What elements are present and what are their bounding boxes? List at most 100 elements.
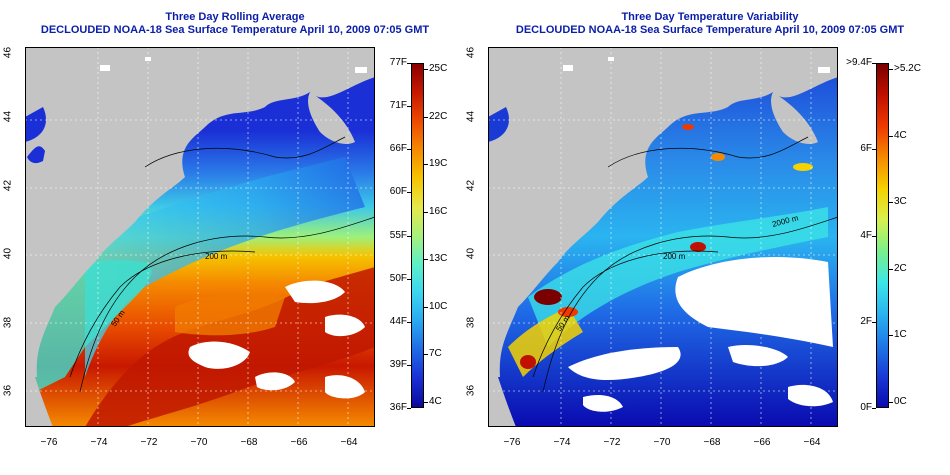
lat-tick: 36: [465, 384, 477, 397]
colorbar-f-label: 60F: [389, 186, 407, 198]
lon-tick: −72: [603, 437, 621, 448]
colorbar-f-label: >9.4F: [846, 57, 872, 68]
colorbar-f-label: 71F: [389, 100, 407, 112]
colorbar-c-label: 25C: [429, 63, 448, 74]
colorbar-tick: [424, 116, 428, 118]
lon-tick: −66: [753, 437, 771, 448]
colorbar-c-label: 22C: [429, 110, 448, 122]
sst-average-map[interactable]: 200 m 50 m: [25, 47, 375, 427]
contour-label-200m: 200 m: [205, 252, 228, 261]
colorbar-tick: [889, 202, 893, 204]
colorbar-tick: [407, 63, 411, 64]
colorbar-f-label: 6F: [860, 143, 872, 155]
colorbar-tick: [872, 321, 876, 323]
sst-average-map-svg: 200 m 50 m: [25, 47, 375, 427]
colorbar-c-label: 4C: [894, 129, 907, 141]
isobath-contours: [69, 136, 375, 393]
colorbar-tick: [889, 335, 893, 337]
colorbar-f-label: 4F: [860, 229, 872, 241]
lat-tick: 40: [2, 247, 14, 260]
colorbar-tick: [407, 149, 411, 151]
colorbar-tick: [407, 321, 411, 323]
sst-colorbar: [411, 63, 424, 408]
colorbar-c-label: >5.2C: [894, 63, 921, 74]
contour-label-200m: 200 m: [663, 252, 686, 261]
colorbar-c-label: 13C: [429, 253, 448, 265]
colorbar-tick: [872, 235, 876, 237]
colorbar-tick: [889, 268, 893, 270]
colorbar-c-label: 2C: [894, 262, 907, 274]
lat-tick: 44: [2, 110, 14, 123]
sst-variability-panel: Three Day Temperature Variability DECLOU…: [466, 0, 950, 475]
lon-tick: −74: [553, 437, 571, 448]
colorbar-c-label: 7C: [429, 348, 442, 360]
variability-colorbar: [876, 63, 889, 408]
colorbar-tick: [407, 106, 411, 108]
colorbar-f-label: 77F: [389, 57, 407, 68]
cloud-mask: [100, 57, 367, 399]
colorbar-tick: [889, 402, 893, 403]
colorbar-f-label: 36F: [389, 402, 407, 413]
lon-tick: −70: [190, 437, 208, 448]
right-subtitle: DECLOUDED NOAA-18 Sea Surface Temperatur…: [515, 24, 905, 36]
colorbar-tick: [407, 192, 411, 194]
lat-tick: 38: [465, 316, 477, 329]
left-subtitle: DECLOUDED NOAA-18 Sea Surface Temperatur…: [40, 24, 430, 36]
colorbar-tick: [424, 259, 428, 261]
lon-tick: −70: [653, 437, 671, 448]
colorbar-tick: [889, 69, 893, 70]
lon-tick: −72: [140, 437, 158, 448]
colorbar-tick: [407, 408, 411, 409]
lon-tick: −64: [340, 437, 358, 448]
lat-tick: 46: [465, 46, 477, 59]
lon-tick: −66: [290, 437, 308, 448]
lon-tick: −68: [240, 437, 258, 448]
colorbar-c-label: 1C: [894, 329, 907, 341]
right-title: Three Day Temperature Variability: [621, 11, 799, 23]
colorbar-c-label: 3C: [894, 196, 907, 208]
nova-scotia: [771, 92, 818, 144]
colorbar-c-label: 16C: [429, 205, 448, 217]
colorbar-f-label: 0F: [860, 402, 872, 413]
land: [25, 47, 375, 377]
lon-tick: −64: [803, 437, 821, 448]
colorbar-tick: [407, 278, 411, 280]
sst-average-panel: Three Day Rolling Average DECLOUDED NOAA…: [0, 0, 470, 475]
sst-variability-map[interactable]: 200 m 2000 m 50 m: [488, 47, 838, 427]
lat-tick: 42: [465, 179, 477, 192]
colorbar-tick: [424, 354, 428, 356]
colorbar-tick: [872, 149, 876, 151]
nova-scotia: [308, 92, 355, 144]
colorbar-tick: [407, 364, 411, 366]
lon-tick: −68: [703, 437, 721, 448]
sst-variability-map-svg: 200 m 2000 m 50 m: [488, 47, 838, 427]
lat-tick: 46: [2, 46, 14, 59]
colorbar-tick: [424, 164, 428, 166]
lat-tick: 40: [465, 247, 477, 260]
cloud-mask: [563, 57, 833, 412]
colorbar-c-label: 19C: [429, 158, 448, 170]
lon-tick: −76: [503, 437, 521, 448]
lon-tick: −76: [40, 437, 58, 448]
colorbar-tick: [424, 211, 428, 213]
colorbar-tick: [407, 235, 411, 237]
colorbar-c-label: 10C: [429, 300, 448, 312]
lat-tick: 38: [2, 316, 14, 329]
colorbar-tick: [424, 402, 428, 403]
colorbar-tick: [424, 306, 428, 308]
colorbar-tick: [872, 408, 876, 409]
colorbar-f-label: 39F: [389, 358, 407, 370]
colorbar-f-label: 44F: [389, 315, 407, 327]
lat-tick: 42: [2, 179, 14, 192]
colorbar-tick: [424, 69, 428, 70]
colorbar-f-label: 50F: [389, 272, 407, 284]
lat-tick: 36: [2, 384, 14, 397]
land: [488, 47, 838, 377]
colorbar-f-label: 66F: [389, 143, 407, 155]
colorbar-tick: [872, 63, 876, 64]
colorbar-c-label: 0C: [894, 396, 907, 407]
lon-tick: −74: [90, 437, 108, 448]
shelf-water: [85, 157, 365, 377]
lat-tick: 44: [465, 110, 477, 123]
colorbar-c-label: 4C: [429, 396, 442, 407]
